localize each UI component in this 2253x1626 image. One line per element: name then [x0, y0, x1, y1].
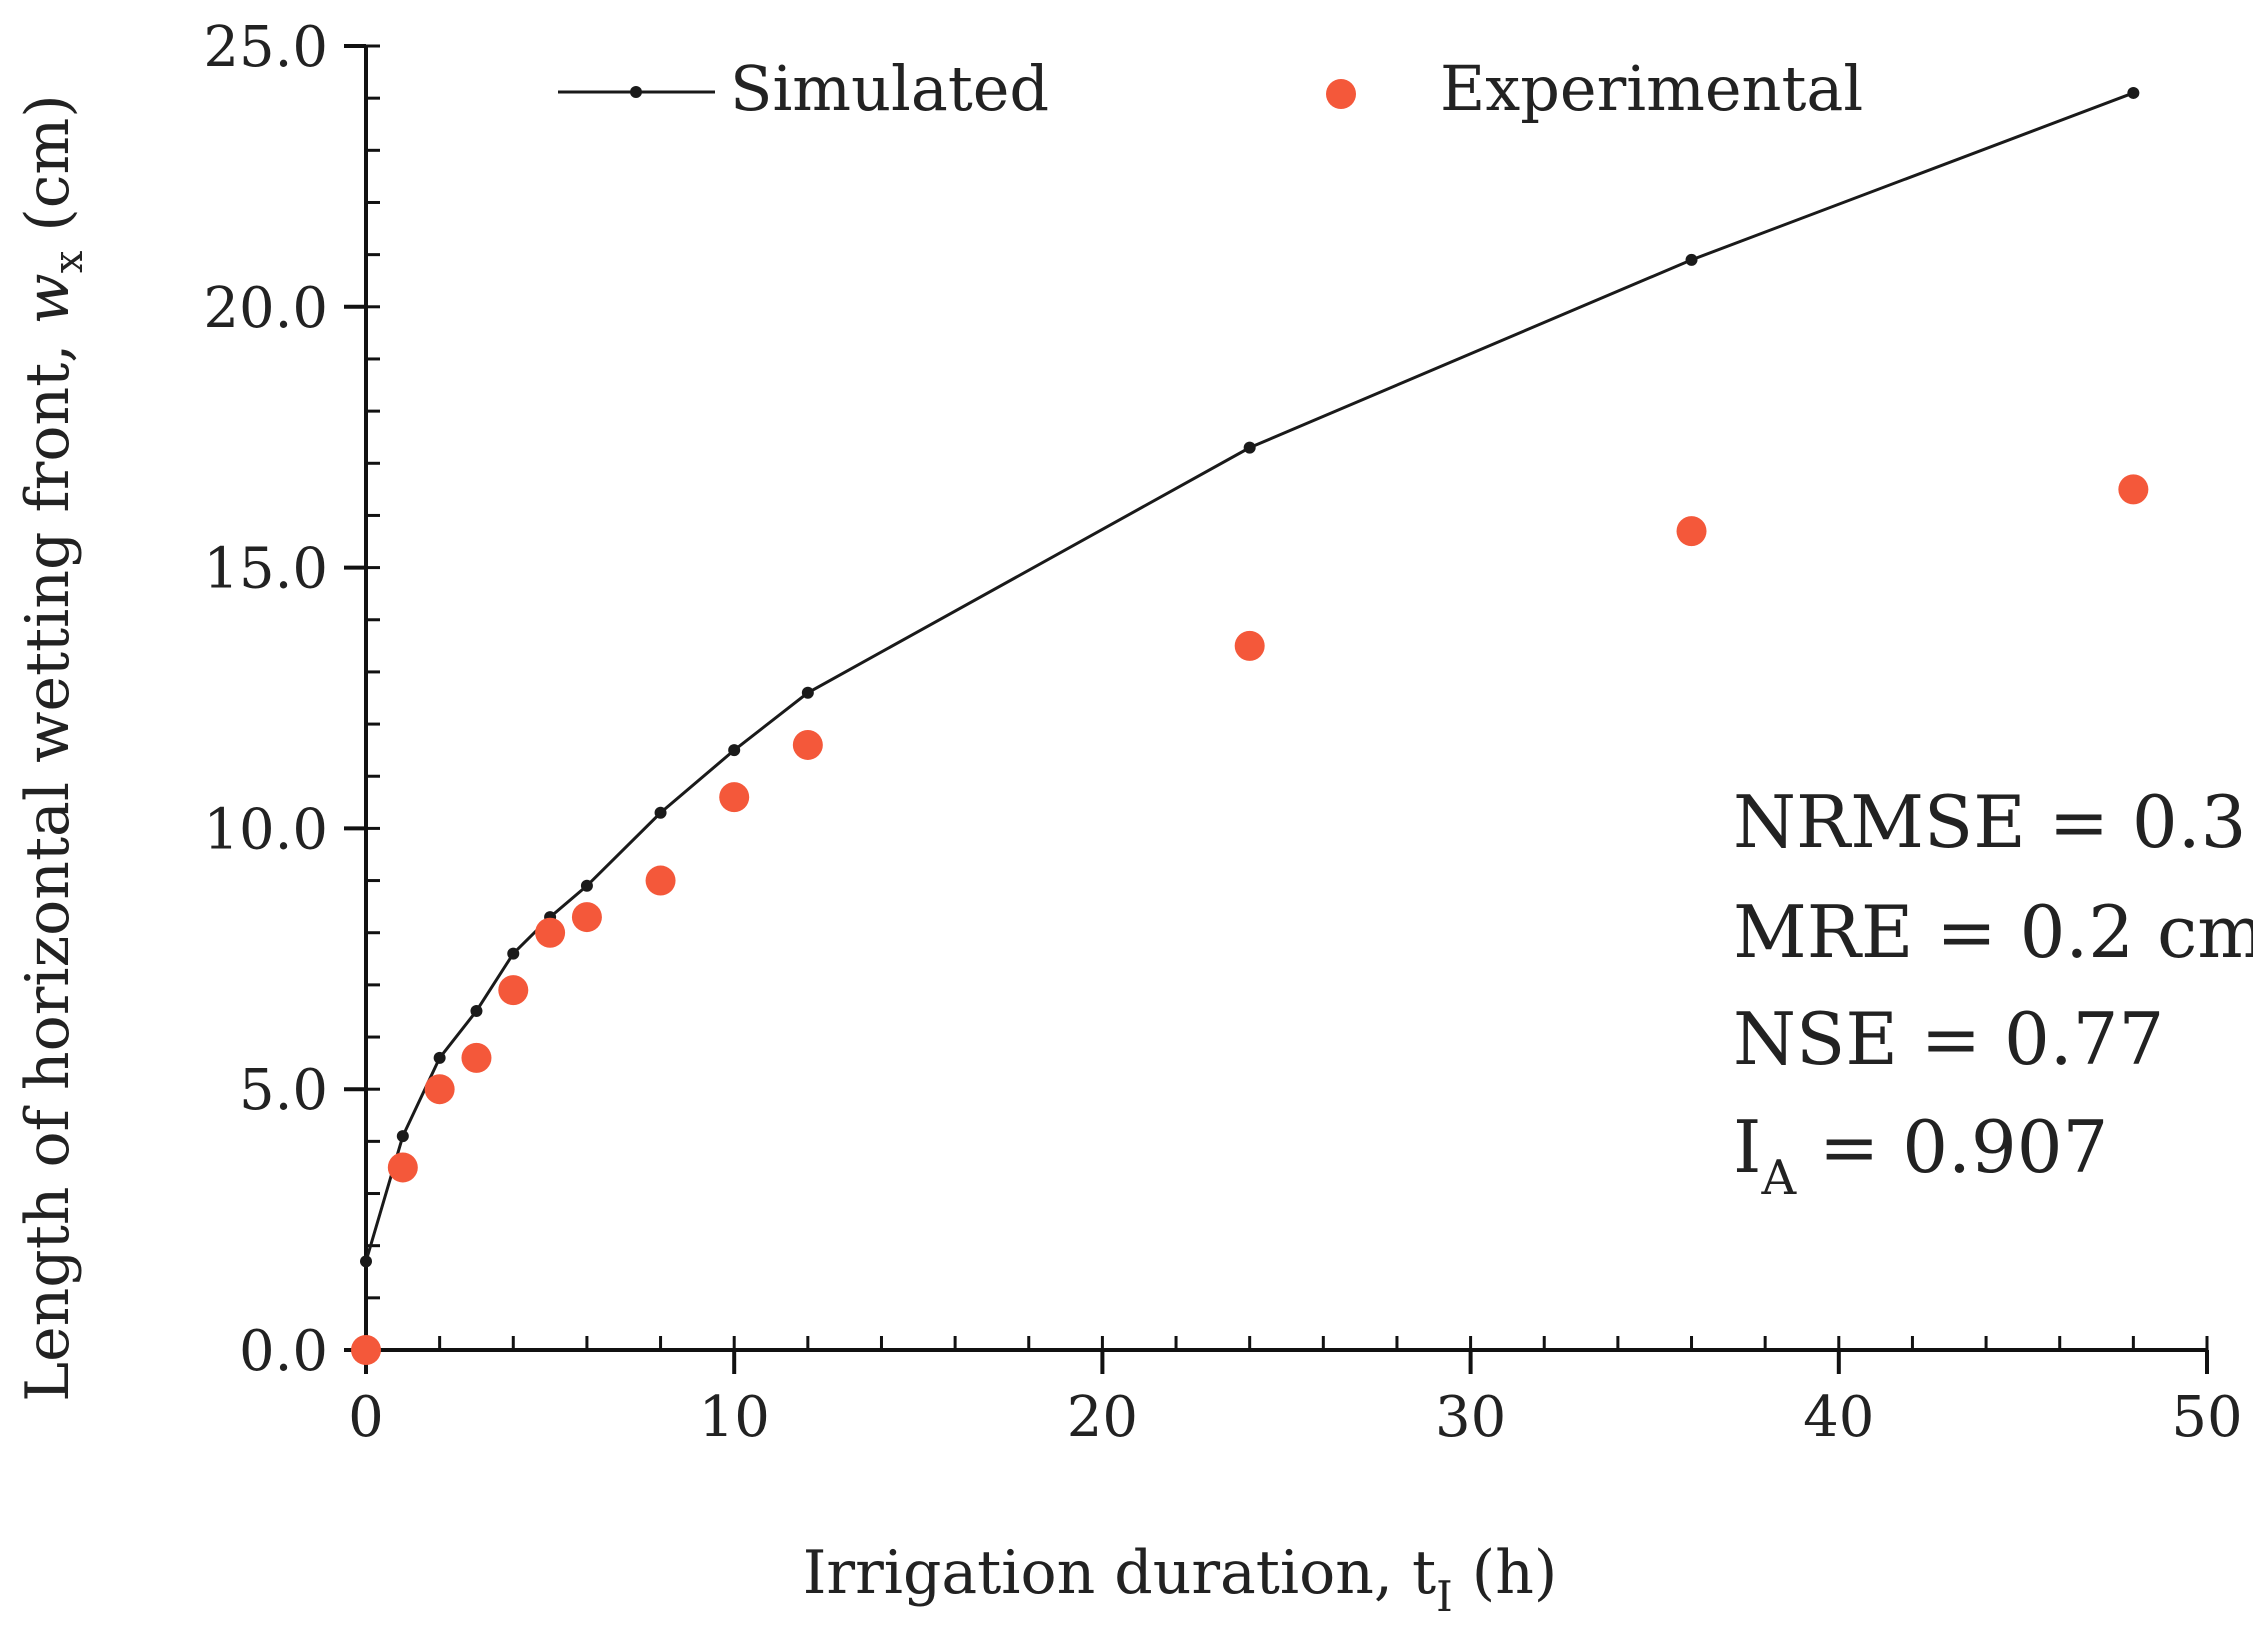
y-tick-label: 20.0 — [203, 276, 328, 341]
simulated-point — [801, 686, 814, 699]
y-axis-title-variable: w — [13, 273, 83, 324]
legend-experimental-marker — [1326, 79, 1356, 109]
legend: Simulated Experimental — [558, 52, 1863, 125]
experimental-point — [645, 865, 676, 896]
legend-simulated-label: Simulated — [730, 52, 1049, 125]
simulated-point — [470, 1004, 483, 1017]
stat-ia: IA = 0.907 — [1733, 1105, 2108, 1206]
simulated-point — [580, 879, 593, 892]
stat-nrmse: NRMSE = 0.3 — [1733, 780, 2246, 864]
stat-nse: NSE = 0.77 — [1733, 997, 2164, 1081]
y-tick-labels: 0.0 5.0 10.0 15.0 20.0 25.0 — [203, 15, 328, 1384]
experimental-point — [1234, 630, 1265, 661]
x-tick-label: 0 — [348, 1385, 384, 1450]
stat-ia-value: = 0.907 — [1796, 1105, 2108, 1189]
y-axis-title-main: Length of horizontal wetting front, — [13, 325, 83, 1402]
x-tick-labels: 0 10 20 30 40 50 — [348, 1385, 2242, 1450]
experimental-point — [387, 1152, 418, 1183]
x-tick-label: 40 — [1803, 1385, 1874, 1450]
x-tick-label: 20 — [1067, 1385, 1138, 1450]
series-simulated — [360, 86, 2140, 1268]
axes — [364, 46, 2207, 1352]
experimental-point — [461, 1042, 492, 1073]
x-tick-label: 30 — [1435, 1385, 1506, 1450]
simulated-line — [364, 91, 2134, 1262]
x-tick-label: 50 — [2171, 1385, 2242, 1450]
y-tick-label: 15.0 — [203, 537, 328, 602]
experimental-point — [719, 782, 750, 813]
simulated-point — [654, 806, 667, 819]
experimental-point — [2118, 474, 2149, 505]
experimental-point — [1676, 516, 1707, 547]
experimental-point — [792, 729, 823, 760]
x-axis-title-main: Irrigation duration, t — [803, 1538, 1436, 1608]
simulated-point — [1243, 441, 1256, 454]
simulated-point — [2127, 86, 2140, 99]
x-axis-title-subscript: I — [1436, 1572, 1453, 1621]
y-tick-label: 5.0 — [239, 1058, 328, 1123]
statistics-annotation: NRMSE = 0.3 MRE = 0.2 cm NSE = 0.77 IA =… — [1733, 780, 2253, 1206]
y-axis-title-unit: (cm) — [13, 94, 83, 250]
experimental-point — [351, 1335, 381, 1365]
stat-ia-symbol: I — [1733, 1105, 1761, 1189]
x-tick-label: 10 — [699, 1385, 770, 1450]
experimental-point — [571, 902, 602, 933]
experimental-point — [498, 975, 529, 1006]
x-axis-title: Irrigation duration, tI (h) — [803, 1538, 1558, 1621]
y-tick-label: 25.0 — [203, 15, 328, 80]
y-axis-title-subscript: x — [46, 250, 92, 273]
stat-ia-subscript: A — [1760, 1150, 1797, 1206]
experimental-point — [535, 917, 566, 948]
legend-experimental-label: Experimental — [1440, 52, 1863, 125]
series-layer — [351, 86, 2149, 1365]
x-axis-title-unit: (h) — [1453, 1538, 1558, 1608]
minor-ticks — [364, 44, 2209, 1352]
legend-simulated-marker — [630, 86, 642, 98]
stat-mre: MRE = 0.2 cm — [1733, 890, 2253, 974]
simulated-point — [360, 1255, 372, 1268]
simulated-point — [396, 1130, 409, 1143]
y-tick-label: 10.0 — [203, 797, 328, 862]
y-axis-title: Length of horizontal wetting front, wx (… — [13, 94, 92, 1401]
experimental-point — [424, 1074, 455, 1105]
simulated-point — [1685, 253, 1698, 266]
series-experimental — [351, 474, 2149, 1365]
simulated-point — [433, 1051, 446, 1064]
simulated-point — [728, 744, 741, 757]
y-tick-label: 0.0 — [239, 1319, 328, 1384]
simulated-point — [507, 947, 520, 960]
